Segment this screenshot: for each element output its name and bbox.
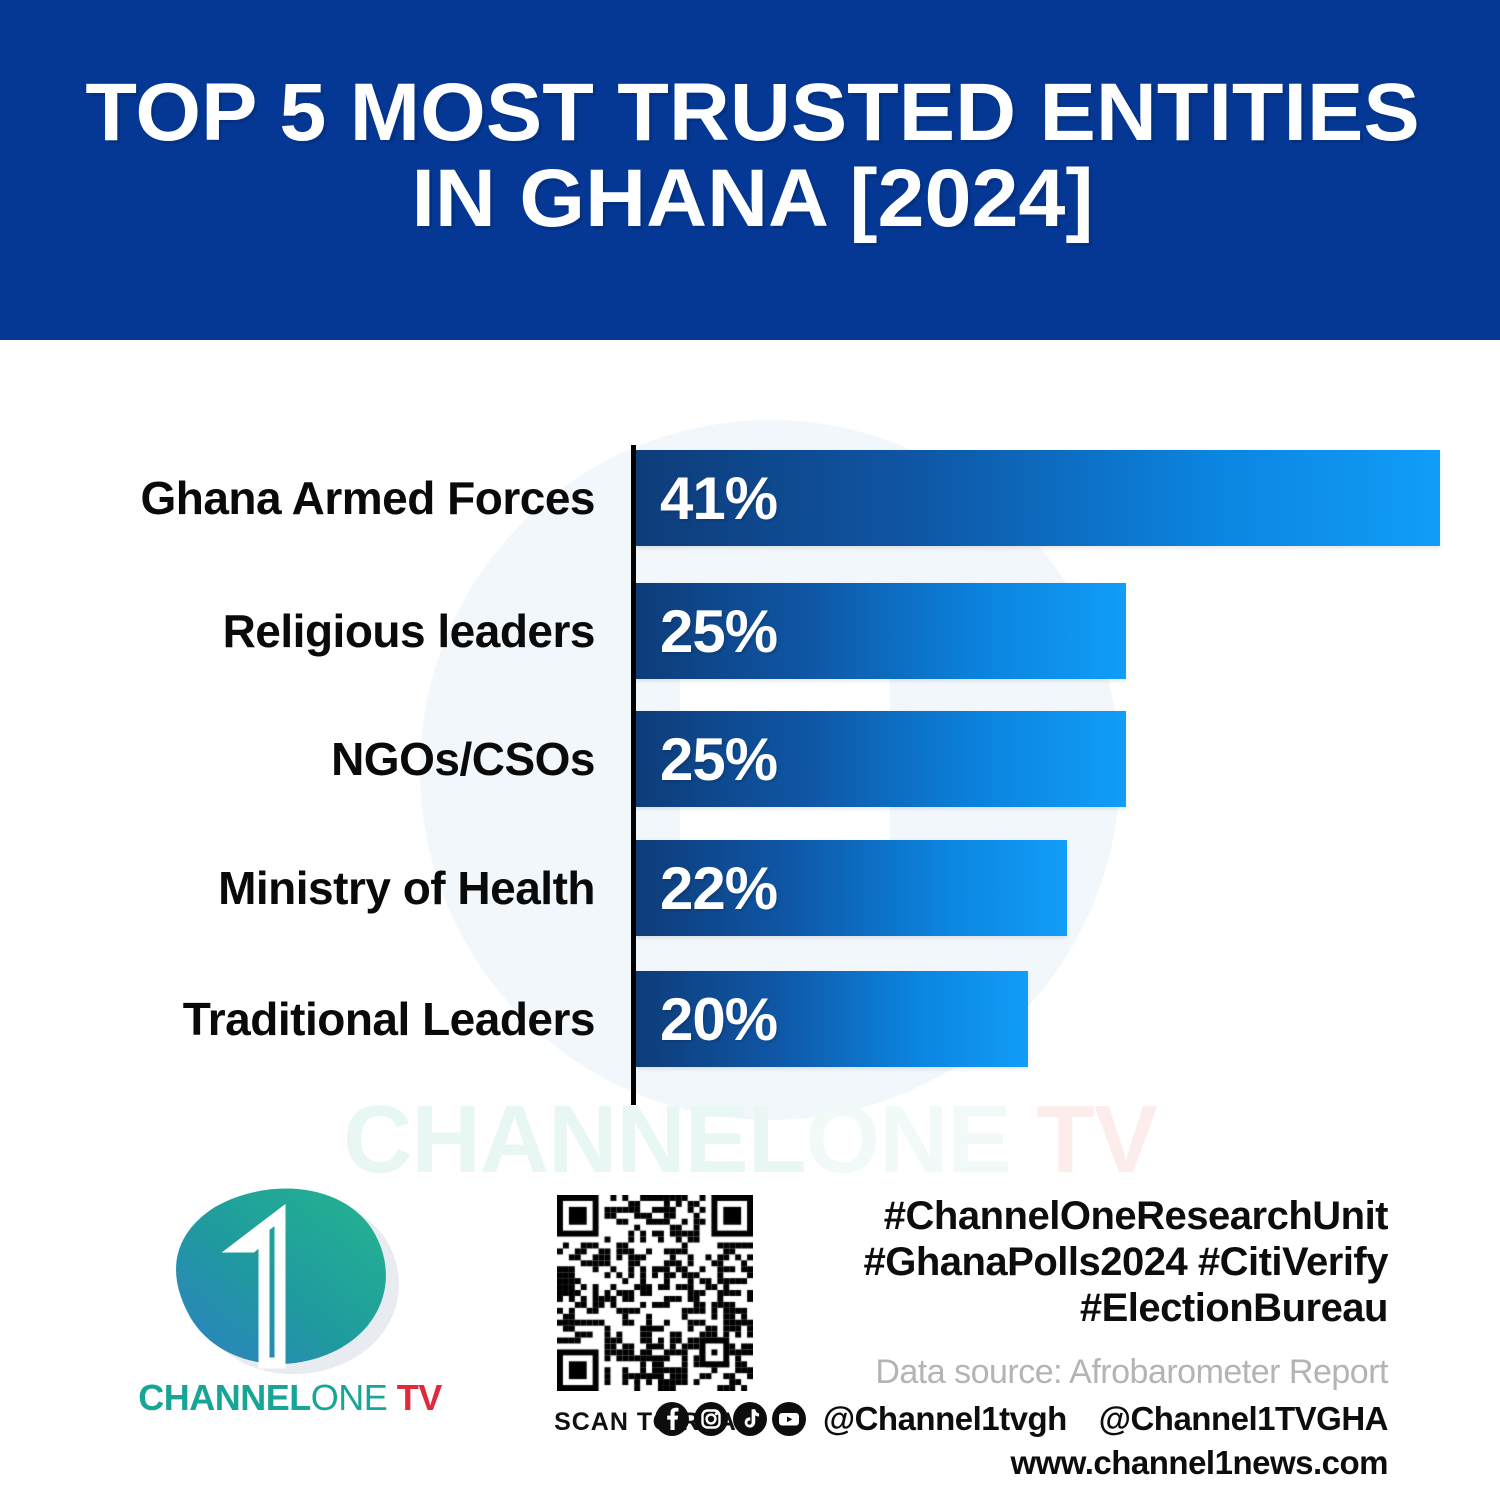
channelone-logo-wordmark: CHANNELONE TV: [130, 1377, 450, 1419]
channelone-text-watermark: CHANNELONE TV: [0, 1085, 1500, 1195]
bar-value-label: 41%: [660, 464, 778, 532]
website-url[interactable]: www.channel1news.com: [1010, 1444, 1388, 1481]
bar-1: 25%: [636, 583, 1127, 679]
qr-code-block[interactable]: SCAN TO READ: [540, 1195, 770, 1437]
bar-category-label: Ghana Armed Forces: [140, 472, 595, 524]
chart-row-1: Religious leaders 25%: [0, 583, 1500, 679]
bar-category-label: Religious leaders: [222, 605, 596, 657]
page-title: TOP 5 MOST TRUSTED ENTITIES IN GHANA [20…: [85, 67, 1420, 244]
footer: CHANNELONE TV SCAN TO READ #ChannelOneRe…: [0, 1175, 1500, 1500]
bar-category-label: Traditional Leaders: [182, 993, 596, 1045]
social-icon-group: [654, 1401, 807, 1437]
bar-value-label: 25%: [660, 725, 778, 793]
bar-value-label: 25%: [660, 597, 778, 665]
header-banner: TOP 5 MOST TRUSTED ENTITIES IN GHANA [20…: [0, 0, 1500, 340]
watermark-part-two: ONE: [805, 1086, 1011, 1193]
youtube-icon[interactable]: [771, 1401, 807, 1437]
data-source-note: Data source: Afrobarometer Report: [875, 1353, 1388, 1391]
chart-row-3: Ministry of Health 22%: [0, 840, 1500, 936]
logo-blob-icon: [176, 1188, 399, 1375]
bar-4: 20%: [636, 971, 1029, 1067]
bar-value-label: 20%: [660, 985, 778, 1053]
bar-3: 22%: [636, 840, 1068, 936]
logo-word-channel: CHANNEL: [138, 1377, 311, 1418]
chart-row-0: Ghana Armed Forces 41%: [0, 450, 1500, 546]
social-handle-x[interactable]: @Channel1TVGHA: [1098, 1400, 1389, 1437]
bar-category-label: Ministry of Health: [218, 862, 595, 914]
channelone-logo: CHANNELONE TV: [130, 1185, 450, 1419]
bar-chart: Ghana Armed Forces 41% Religious leaders…: [0, 420, 1500, 1120]
bar-0: 41%: [636, 450, 1440, 546]
bar-2: 25%: [636, 711, 1127, 807]
watermark-part-three: TV: [1010, 1086, 1158, 1193]
logo-word-one: ONE: [310, 1377, 388, 1418]
watermark-part-one: CHANNEL: [343, 1086, 806, 1193]
hashtags: #ChannelOneResearchUnit #GhanaPolls2024 …: [863, 1194, 1388, 1330]
chart-row-4: Traditional Leaders 20%: [0, 971, 1500, 1067]
bar-category-label: NGOs/CSOs: [331, 733, 595, 785]
social-row: @Channel1tvgh @Channel1TVGHA: [654, 1400, 1389, 1438]
instagram-icon[interactable]: [693, 1401, 729, 1437]
logo-word-tv: TV: [387, 1377, 443, 1418]
chart-y-axis: [631, 445, 636, 1105]
tiktok-icon[interactable]: [732, 1401, 768, 1437]
info-block: #ChannelOneResearchUnit #GhanaPolls2024 …: [654, 1193, 1389, 1482]
chart-row-2: NGOs/CSOs 25%: [0, 711, 1500, 807]
bar-value-label: 22%: [660, 854, 778, 922]
channelone-logo-mark: [130, 1185, 450, 1385]
facebook-icon[interactable]: [654, 1401, 690, 1437]
social-handle-main[interactable]: @Channel1tvgh: [822, 1400, 1067, 1437]
qr-code-image[interactable]: [557, 1195, 753, 1391]
